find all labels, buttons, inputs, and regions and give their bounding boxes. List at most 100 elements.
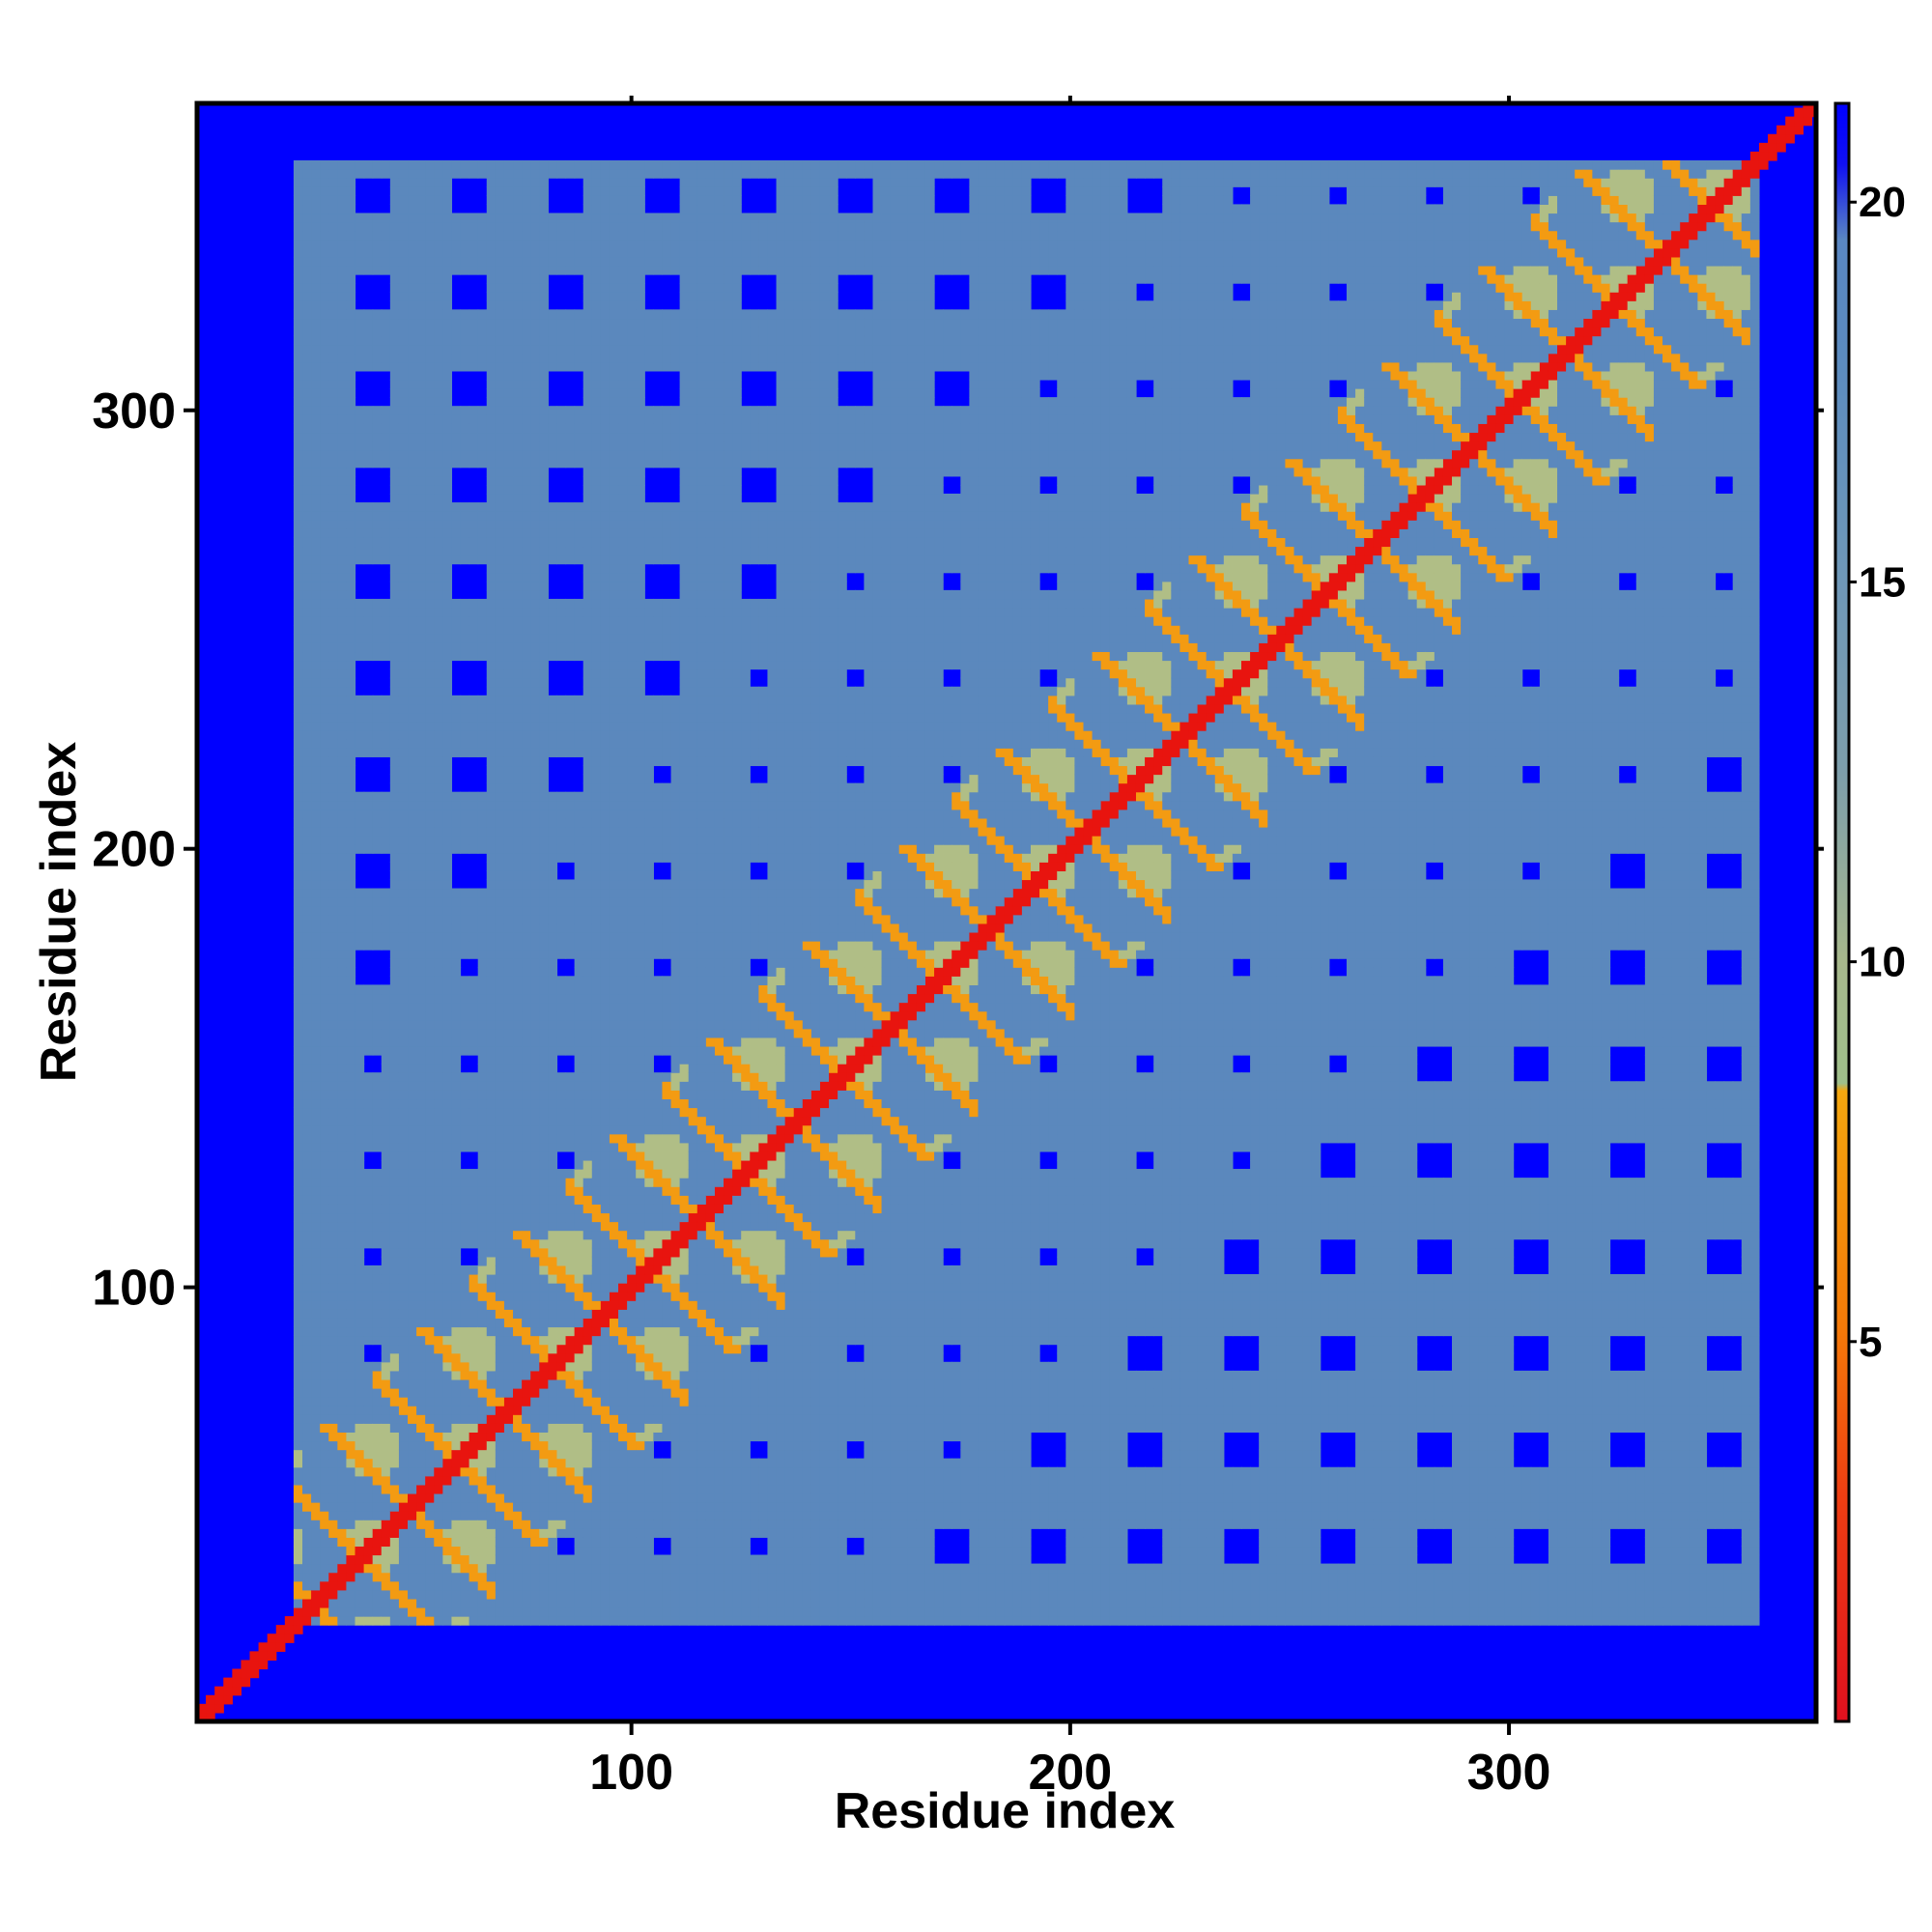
heatmap-cell (389, 616, 400, 626)
heatmap-cell (477, 1537, 488, 1548)
heatmap-cell (503, 563, 514, 574)
heatmap-cell (320, 1045, 329, 1056)
heatmap-cell (434, 520, 443, 529)
heatmap-cell (425, 511, 435, 521)
heatmap-cell (389, 853, 400, 863)
heatmap-cell (495, 1546, 505, 1556)
heatmap-cell (337, 1318, 348, 1328)
heatmap-cell (320, 1002, 329, 1012)
heatmap-cell (398, 361, 409, 372)
heatmap-cell (574, 1492, 584, 1503)
heatmap-cell (302, 1204, 312, 1214)
heatmap-cell (355, 1142, 365, 1152)
heatmap-cell (398, 853, 409, 863)
heatmap-cell (425, 739, 435, 749)
heatmap-cell (434, 1520, 443, 1529)
heatmap-cell (539, 353, 549, 363)
heatmap-cell (539, 335, 549, 346)
heatmap-cell (302, 1090, 312, 1100)
heatmap-cell (408, 1335, 417, 1346)
heatmap-cell (328, 950, 338, 959)
heatmap-cell (548, 853, 558, 863)
heatmap-cell (355, 1580, 365, 1591)
heatmap-cell (548, 967, 558, 977)
heatmap-cell (311, 1326, 321, 1337)
heatmap-cell (495, 756, 505, 767)
heatmap-cell (539, 1221, 549, 1232)
heatmap-cell (434, 844, 443, 854)
heatmap-cell (398, 1045, 409, 1056)
heatmap-cell (486, 169, 497, 179)
heatmap-cell (355, 554, 365, 565)
heatmap-cell (565, 1484, 576, 1494)
heatmap-cell (486, 502, 497, 512)
heatmap-cell (460, 1370, 470, 1380)
heatmap-cell (320, 1037, 329, 1047)
heatmap-cell (442, 414, 453, 424)
heatmap-cell (548, 1406, 558, 1415)
heatmap-cell (398, 677, 409, 688)
heatmap-cell (556, 1502, 567, 1512)
heatmap-cell (346, 274, 356, 284)
heatmap-cell (530, 774, 540, 784)
heatmap-cell (486, 844, 497, 854)
heatmap-cell (389, 984, 400, 995)
heatmap-cell (503, 967, 514, 977)
heatmap-cell (469, 923, 479, 933)
heatmap-cell (302, 1028, 312, 1038)
heatmap-cell (389, 440, 400, 451)
heatmap-cell (355, 265, 365, 275)
heatmap-cell (442, 739, 453, 749)
heatmap-cell (539, 1397, 549, 1406)
heatmap-cell (556, 1318, 567, 1328)
heatmap-cell (355, 1151, 365, 1161)
heatmap-cell (328, 432, 338, 442)
heatmap-cell (346, 1335, 356, 1346)
heatmap-cell (574, 1511, 584, 1520)
heatmap-cell (293, 292, 303, 301)
heatmap-cell (442, 950, 453, 959)
heatmap-cell (565, 1554, 576, 1565)
heatmap-cell (469, 1492, 479, 1503)
heatmap-cell (548, 414, 558, 424)
heatmap-cell (416, 502, 426, 512)
heatmap-cell (408, 230, 417, 241)
heatmap-cell (302, 836, 312, 845)
heatmap-cell (389, 283, 400, 293)
heatmap-cell (408, 1019, 417, 1030)
heatmap-cell (337, 888, 348, 898)
heatmap-cell (556, 1335, 567, 1346)
heatmap-cell (311, 494, 321, 503)
heatmap-cell (451, 703, 462, 714)
heatmap-cell (389, 484, 400, 495)
heatmap-cell (372, 309, 383, 320)
heatmap-cell (503, 318, 514, 328)
heatmap-cell (328, 221, 338, 232)
heatmap-cell (337, 677, 348, 688)
heatmap-cell (355, 1002, 365, 1012)
heatmap-cell (469, 449, 479, 460)
heatmap-cell (477, 1098, 488, 1109)
heatmap-cell (513, 397, 523, 407)
heatmap-cell (337, 1572, 348, 1582)
heatmap-cell (398, 958, 409, 968)
heatmap-cell (522, 1511, 531, 1520)
heatmap-cell (539, 642, 549, 653)
heatmap-cell (293, 1520, 303, 1529)
heatmap-cell (355, 984, 365, 995)
heatmap-cell (416, 730, 426, 740)
heatmap-cell (539, 1361, 549, 1372)
heatmap-cell (442, 1264, 453, 1275)
heatmap-cell (451, 1221, 462, 1232)
heatmap-cell (574, 1598, 584, 1608)
heatmap-cell (434, 1580, 443, 1591)
heatmap-cell (311, 475, 321, 486)
heatmap-cell (355, 1292, 365, 1301)
heatmap-cell (293, 1589, 303, 1600)
heatmap-cell (451, 976, 462, 985)
heatmap-cell (556, 642, 567, 653)
heatmap-cell (495, 993, 505, 1004)
heatmap-cell (425, 1388, 435, 1398)
heatmap-cell (416, 318, 426, 328)
heatmap-cell (408, 423, 417, 434)
